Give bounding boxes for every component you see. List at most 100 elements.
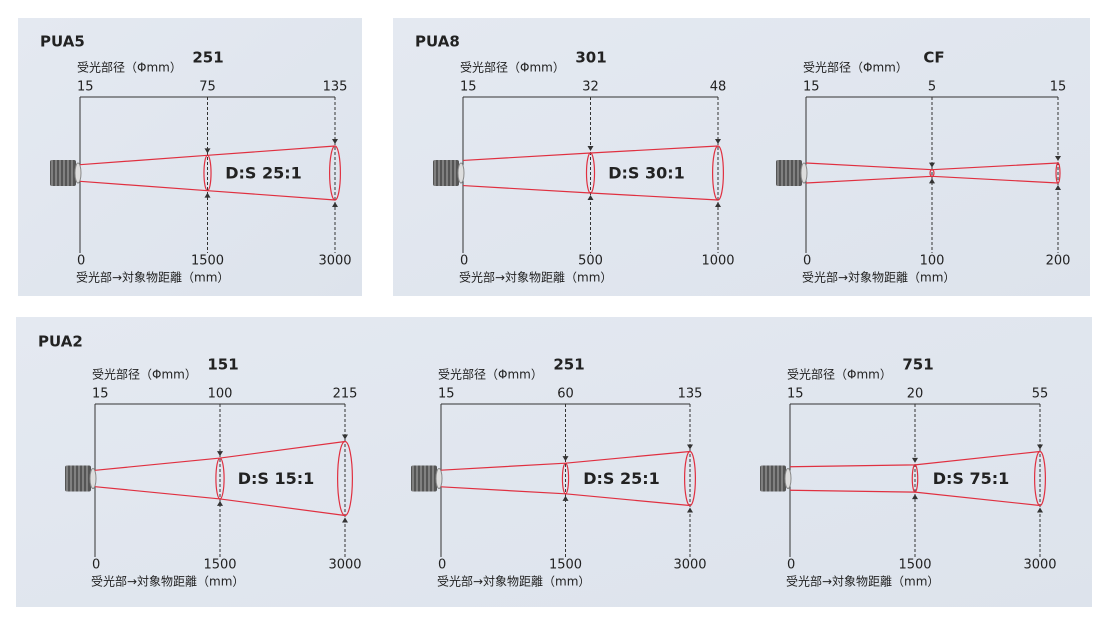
diameter-value: 15 bbox=[77, 80, 94, 95]
sensor-lens bbox=[457, 162, 465, 184]
diameter-value: 15 bbox=[460, 80, 477, 95]
distance-value: 0 bbox=[77, 254, 85, 269]
ds-ratio: D:S 30:1 bbox=[608, 164, 685, 183]
arrow-head bbox=[562, 495, 569, 501]
panel-bg bbox=[393, 18, 1090, 296]
diameter-value: 75 bbox=[199, 80, 216, 95]
distance-value: 1500 bbox=[191, 254, 224, 269]
spot bbox=[215, 457, 225, 500]
diameter-value: 135 bbox=[678, 387, 703, 402]
diameter-value: 215 bbox=[333, 387, 358, 402]
diameter-value: 48 bbox=[710, 80, 727, 95]
diameter-value: 15 bbox=[803, 80, 820, 95]
arrow-head bbox=[1037, 444, 1043, 450]
distance-value: 500 bbox=[578, 254, 603, 269]
spot bbox=[585, 152, 596, 194]
arrow-head bbox=[687, 444, 693, 450]
distance-value: 3000 bbox=[673, 558, 706, 573]
model-name: CF bbox=[923, 49, 944, 67]
distance-value: 0 bbox=[438, 558, 446, 573]
arrow-head bbox=[929, 162, 935, 168]
arrow-head bbox=[587, 146, 594, 151]
distance-value: 0 bbox=[803, 254, 811, 269]
ds-ratio: D:S 75:1 bbox=[933, 469, 1010, 488]
sensor-lens bbox=[74, 162, 82, 184]
distance-value: 1500 bbox=[203, 558, 236, 573]
arrow-head bbox=[687, 507, 693, 513]
model-name: 151 bbox=[207, 356, 238, 374]
diameter-value: 5 bbox=[928, 80, 936, 95]
distance-value: 3000 bbox=[1023, 558, 1056, 573]
diameter-label: 受光部径（Φmm） bbox=[803, 60, 908, 75]
diameter-value: 60 bbox=[557, 387, 574, 402]
arrow-head bbox=[929, 178, 935, 184]
arrow-head bbox=[1055, 185, 1061, 190]
distance-value: 3000 bbox=[328, 558, 361, 573]
distance-value: 1000 bbox=[701, 254, 734, 269]
arrow-head bbox=[587, 195, 594, 200]
arrow-head bbox=[342, 434, 348, 440]
distance-label: 受光部→対象物距離（mm） bbox=[76, 270, 229, 285]
sensor-lens bbox=[784, 468, 792, 489]
spot bbox=[929, 169, 935, 177]
distance-value: 1500 bbox=[549, 558, 582, 573]
model-name: 251 bbox=[192, 49, 223, 67]
spot bbox=[911, 464, 919, 493]
distance-value: 0 bbox=[787, 558, 795, 573]
distance-value: 1500 bbox=[898, 558, 931, 573]
distance-value: 100 bbox=[920, 254, 945, 269]
spot bbox=[561, 462, 570, 495]
diameter-label: 受光部径（Φmm） bbox=[77, 60, 182, 75]
distance-value: 0 bbox=[460, 254, 468, 269]
arrow-head bbox=[332, 139, 338, 144]
sensor-lens bbox=[435, 468, 443, 489]
spot bbox=[1055, 162, 1061, 184]
arrow-head bbox=[1037, 507, 1043, 513]
arrow-head bbox=[912, 457, 918, 463]
ds-ratio: D:S 15:1 bbox=[238, 469, 315, 488]
arrow-head bbox=[342, 517, 348, 523]
distance-label: 受光部→対象物距離（mm） bbox=[437, 574, 590, 589]
panel-label: PUA2 bbox=[38, 333, 83, 351]
distance-label: 受光部→対象物距離（mm） bbox=[459, 270, 612, 285]
arrow-head bbox=[912, 494, 918, 500]
distance-label: 受光部→対象物距離（mm） bbox=[91, 574, 244, 589]
spot bbox=[337, 440, 354, 517]
sensor-lens bbox=[800, 162, 808, 184]
distance-value: 3000 bbox=[318, 254, 351, 269]
diameter-value: 15 bbox=[787, 387, 804, 402]
distance-value: 0 bbox=[92, 558, 100, 573]
model-name: 751 bbox=[902, 356, 933, 374]
diameter-label: 受光部径（Φmm） bbox=[460, 60, 565, 75]
distance-value: 200 bbox=[1046, 254, 1071, 269]
diameter-label: 受光部径（Φmm） bbox=[787, 367, 892, 382]
diameter-value: 55 bbox=[1032, 387, 1049, 402]
ds-ratio: D:S 25:1 bbox=[225, 164, 302, 183]
model-name: 251 bbox=[553, 356, 584, 374]
diameter-value: 20 bbox=[907, 387, 924, 402]
model-name: 301 bbox=[575, 49, 606, 67]
spot bbox=[683, 450, 696, 507]
diameter-value: 135 bbox=[323, 80, 348, 95]
diameter-label: 受光部径（Φmm） bbox=[438, 367, 543, 382]
arrow-head bbox=[1055, 156, 1061, 161]
spot bbox=[1033, 450, 1046, 507]
panel-bg bbox=[16, 317, 1092, 607]
arrow-head bbox=[332, 202, 338, 207]
arrow-head bbox=[715, 202, 721, 207]
diameter-value: 15 bbox=[1050, 80, 1067, 95]
arrow-head bbox=[204, 148, 211, 154]
spot bbox=[203, 154, 212, 192]
arrow-head bbox=[217, 500, 223, 506]
diameter-label: 受光部径（Φmm） bbox=[92, 367, 197, 382]
diameter-value: 15 bbox=[92, 387, 109, 402]
arrow-head bbox=[204, 192, 211, 198]
distance-label: 受光部→対象物距離（mm） bbox=[786, 574, 939, 589]
panel-label: PUA5 bbox=[40, 33, 85, 51]
panel-label: PUA8 bbox=[415, 33, 460, 51]
diameter-value: 15 bbox=[438, 387, 455, 402]
arrow-head bbox=[715, 139, 721, 144]
distance-label: 受光部→対象物距離（mm） bbox=[802, 270, 955, 285]
spot bbox=[711, 145, 724, 201]
